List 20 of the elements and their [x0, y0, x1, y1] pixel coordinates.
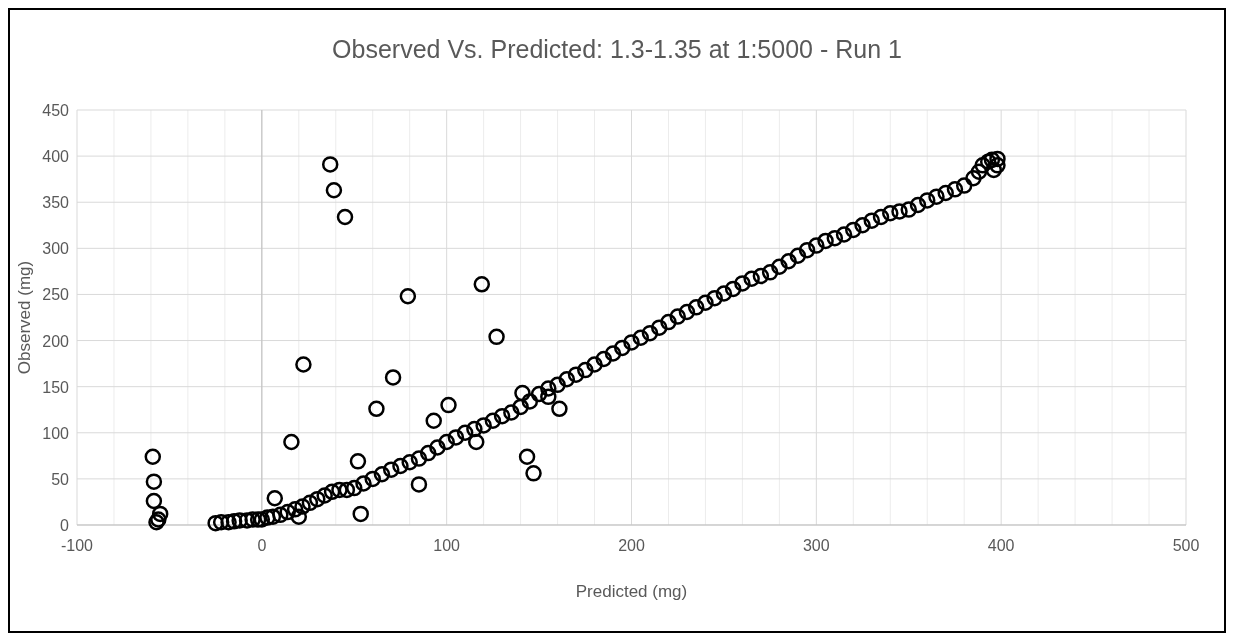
x-axis-title: Predicted (mg)	[575, 582, 688, 601]
x-tick-label: 0	[257, 537, 267, 554]
y-tick-label: 250	[42, 286, 70, 304]
y-tick-label: 200	[42, 332, 70, 350]
y-axis-title: Observed (mg)	[15, 260, 34, 375]
y-tick-label: 150	[42, 378, 70, 396]
x-tick-label: 500	[1172, 537, 1200, 554]
x-tick-label: 100	[433, 537, 461, 554]
y-tick-label: 450	[42, 102, 70, 119]
y-tick-label: 350	[42, 194, 70, 212]
x-tick-label: 400	[987, 537, 1015, 554]
y-tick-label: 300	[42, 240, 70, 258]
x-tick-label: 300	[802, 537, 830, 554]
y-tick-label: 100	[42, 424, 70, 442]
x-tick-label: 200	[618, 537, 645, 554]
x-tick-label: -100	[60, 537, 94, 554]
y-tick-label: 50	[51, 470, 70, 488]
chart-title: Observed Vs. Predicted: 1.3-1.35 at 1:5000 - Run 1	[332, 35, 902, 63]
y-tick-label: 0	[60, 517, 70, 534]
y-tick-label: 400	[42, 148, 70, 166]
